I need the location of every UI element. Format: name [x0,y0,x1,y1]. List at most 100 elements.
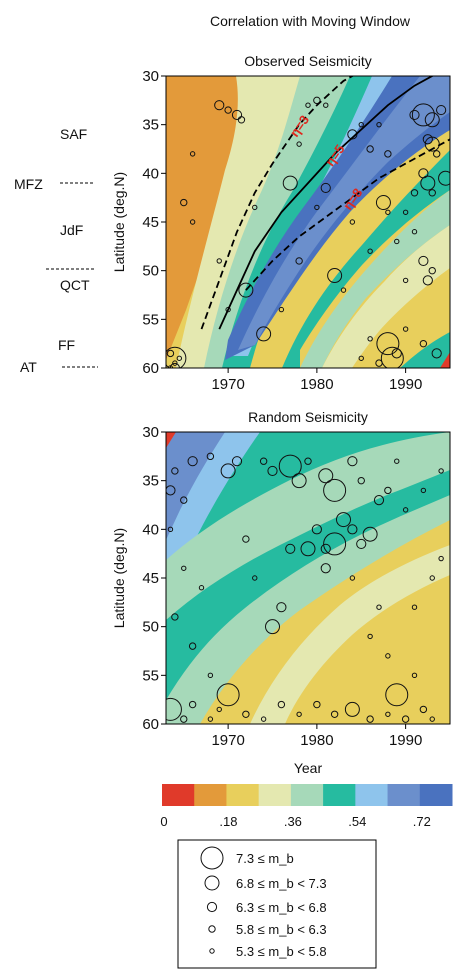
earthquake-event [276,602,287,613]
earthquake-event [366,715,374,723]
earthquake-event [231,456,243,467]
observed-ylabel: Latitude (deg.N) [111,172,127,272]
earthquake-event [411,103,435,127]
earthquake-event [402,209,409,215]
colorbar-swatch [323,784,356,806]
colorbar-tick-label: .36 [284,814,302,829]
random-events [166,452,444,723]
earthquake-event [349,219,356,225]
earthquake-event [171,467,179,475]
observed-curves [200,76,450,330]
ytick-label: 55 [142,667,159,684]
earthquake-event [237,116,246,124]
observed-band-red [440,352,450,368]
earthquake-event [282,175,298,191]
random-band-blue [166,432,225,540]
earthquake-event [366,145,374,153]
earthquake-event [277,700,286,709]
observed-band-mid [238,76,450,350]
earthquake-event [385,683,409,707]
earthquake-event [384,150,392,158]
earthquake-event [411,229,418,235]
earthquake-event [358,355,364,361]
earthquake-event [242,535,250,543]
earthquake-event [367,633,373,640]
observed-band-teal-corner [400,332,450,368]
colorbar-swatch [290,784,324,806]
earthquake-event [358,121,364,128]
ytick-label: 45 [142,570,159,587]
earthquake-event [278,454,302,478]
fault-label-saf: SAF [60,126,87,142]
fault-label-qct: QCT [60,277,90,293]
earthquake-event [375,195,391,211]
earthquake-event [181,565,187,571]
earthquake-event [385,209,391,215]
earthquake-event [176,355,183,361]
earthquake-event [401,715,410,723]
xtick-label: 1970 [211,376,244,393]
earthquake-event [323,532,347,556]
ytick-label: 50 [142,619,159,636]
earthquake-event [231,109,243,121]
earthquake-event [171,613,179,621]
earthquake-event [367,248,373,254]
observed-yticks: 30 35 40 45 50 55 60 [142,68,166,377]
colorbar-swatch [419,784,453,806]
earthquake-event [357,476,365,485]
earthquake-event [428,189,436,197]
colorbar-tick-label: 0 [160,814,167,829]
colorbar-swatch [194,784,227,806]
earthquake-event [313,96,321,105]
earthquake-event [384,486,392,495]
earthquake-event [166,485,176,496]
random-heatmap [166,432,450,724]
earthquake-event [267,465,278,477]
earthquake-event [216,258,222,264]
legend-symbol [209,948,215,954]
colorbar-swatch [387,784,421,806]
earthquake-event [344,701,360,717]
earthquake-event [347,456,358,467]
earthquake-event [180,496,188,504]
xtick-label: 1980 [300,376,333,393]
random-ylabel: Latitude (deg.N) [111,528,127,628]
earthquake-event [410,189,419,197]
earthquake-event [252,575,258,581]
earthquake-event [376,604,382,610]
colorbar-swatch [258,784,292,806]
legend-label: 7.3 ≤ m_b [236,851,294,866]
earthquake-event [409,109,420,121]
earthquake-event [438,555,444,562]
earthquake-event [305,102,311,108]
legend-label: 5.3 ≤ m_b < 5.8 [236,944,327,959]
earthquake-event [238,282,254,298]
panel-observed: Observed Seismicity Latitude (deg.N) 303… [111,53,451,393]
earthquake-event [304,457,312,465]
earthquake-event [385,653,391,659]
legend-symbol [200,846,224,870]
eta-curve [200,76,355,330]
earthquake-event [188,700,197,709]
observed-xticks: 1970 1980 1990 [211,368,422,393]
legend-label: 6.3 ≤ m_b < 6.8 [236,900,327,915]
ytick-label: 50 [142,263,159,280]
earthquake-event [438,468,444,474]
observed-band-orange [166,76,290,360]
eta-curve [245,138,450,291]
earthquake-event [187,456,198,467]
earthquake-event [411,672,418,679]
earthquake-event [180,715,188,723]
xtick-label: 1970 [211,732,244,749]
earthquake-event [320,563,331,574]
ytick-label: 35 [142,473,159,490]
earthquake-event [265,619,280,635]
colorbar-swatch [355,784,389,806]
eta-curve [218,76,435,330]
ytick-label: 60 [142,360,159,377]
earthquake-event [313,700,321,709]
random-band-pale [250,545,450,724]
legend-symbol [204,875,220,891]
colorbar-tick-label: .54 [348,814,366,829]
earthquake-event [323,102,329,108]
